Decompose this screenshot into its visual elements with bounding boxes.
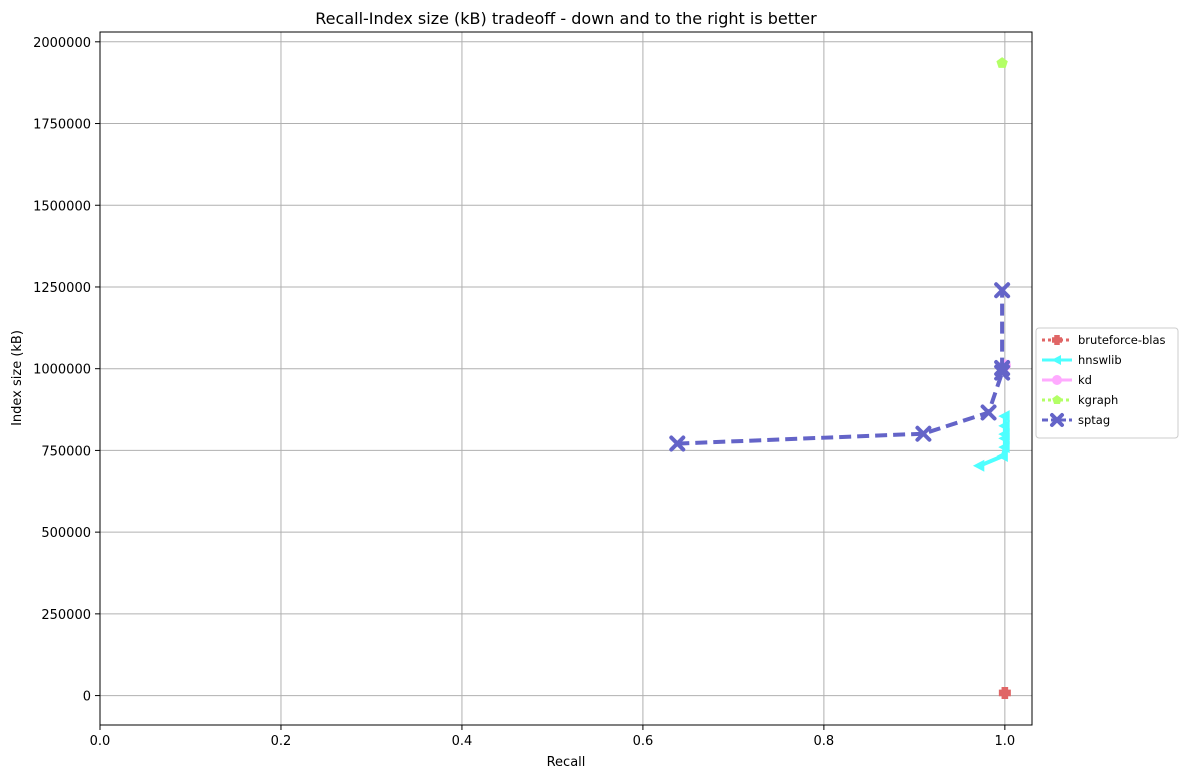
data-point (1050, 413, 1064, 427)
y-tick-label: 0 (83, 690, 91, 705)
series-bruteforce-blas (998, 686, 1011, 699)
x-tick-label: 1.0 (995, 734, 1016, 749)
series-layer (669, 57, 1011, 699)
data-point (994, 282, 1011, 299)
data-point (998, 441, 1010, 454)
legend-label: sptag (1078, 413, 1110, 427)
y-tick-label: 250000 (41, 608, 91, 623)
data-point (1052, 335, 1062, 345)
y-axis-label: Index size (kB) (10, 330, 25, 426)
legend-item: kgraph (1042, 393, 1118, 407)
data-point (996, 449, 1008, 462)
x-tick-label: 0.8 (814, 734, 835, 749)
data-point (1052, 375, 1062, 385)
x-axis-label: Recall (547, 755, 586, 770)
y-axis: 0 250000 500000 750000 1000000 1250000 1500000… (33, 36, 100, 705)
x-tick-label: 0.0 (90, 734, 111, 749)
data-point (915, 425, 932, 442)
series-kgraph (996, 57, 1008, 68)
x-tick-label: 0.6 (633, 734, 654, 749)
y-tick-label: 750000 (41, 444, 91, 459)
y-tick-label: 1500000 (33, 199, 91, 214)
legend-item: bruteforce-blas (1042, 333, 1166, 347)
x-axis: 0.0 0.2 0.4 0.6 0.8 1.0 (90, 725, 1016, 749)
legend-label: bruteforce-blas (1078, 333, 1166, 347)
plot-frame (99, 31, 1033, 726)
data-point (996, 57, 1008, 68)
legend-item: kd (1042, 373, 1092, 387)
legend-item: hnswlib (1042, 353, 1122, 367)
legend-label: hnswlib (1078, 353, 1122, 367)
data-point (972, 459, 985, 472)
y-tick-label: 1000000 (33, 363, 91, 378)
data-point (998, 419, 1010, 432)
y-tick-label: 500000 (41, 526, 91, 541)
y-tick-label: 1250000 (33, 281, 91, 296)
legend-box (1035, 327, 1179, 439)
data-point (998, 410, 1010, 423)
legend-item: sptag (1042, 413, 1110, 427)
data-point (980, 404, 997, 421)
series-sptag (669, 282, 1011, 452)
series-hnswlib (972, 410, 1010, 472)
data-point (669, 435, 686, 452)
data-point (994, 364, 1011, 381)
legend: bruteforce-blas hnswlib kd kgraph sptag (1035, 327, 1179, 439)
legend-label: kgraph (1078, 393, 1118, 407)
y-tick-label: 1750000 (33, 118, 91, 133)
data-point (998, 428, 1010, 441)
series-line (677, 290, 1005, 446)
x-tick-label: 0.2 (271, 734, 292, 749)
x-tick-label: 0.4 (452, 734, 473, 749)
chart-title: Recall-Index size (kB) tradeoff - down a… (315, 9, 817, 28)
data-point (994, 360, 1011, 377)
legend-label: kd (1078, 373, 1092, 387)
grid (99, 32, 1032, 725)
y-tick-label: 2000000 (33, 36, 91, 51)
data-point (1052, 395, 1062, 404)
data-point (998, 686, 1011, 699)
data-point (1051, 355, 1061, 365)
